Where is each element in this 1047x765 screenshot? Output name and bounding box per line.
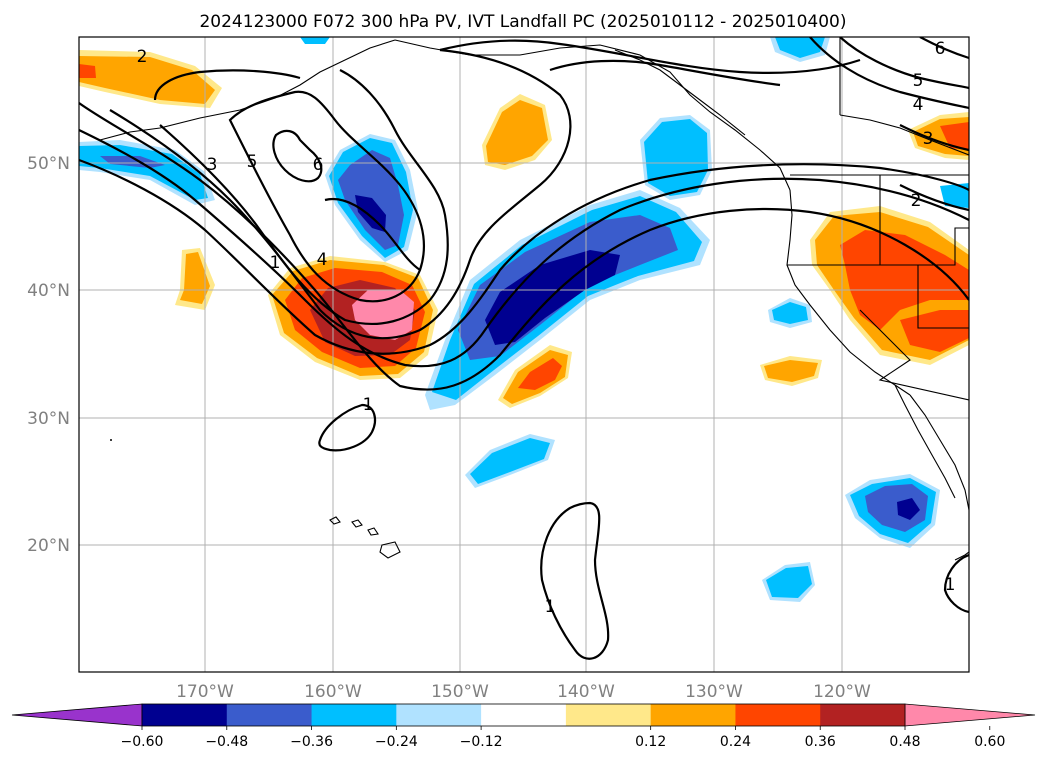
contour-label: 3 <box>923 129 934 149</box>
contour-label: 4 <box>317 250 328 270</box>
anomaly-ne-positive-inner <box>940 122 969 150</box>
anomaly-socal-positive-core <box>764 360 818 382</box>
anomaly-nw-positive-inner <box>79 64 96 78</box>
colorbar-tick-label: −0.48 <box>205 734 248 750</box>
anomaly-bc-negative-core <box>644 119 708 196</box>
anomaly-alaska-negative-core <box>775 37 825 58</box>
anomaly-main-positive-d <box>352 290 414 340</box>
anomaly-wus-positive-b <box>840 230 969 330</box>
filled-anomalies <box>79 37 969 602</box>
contour-label: 2 <box>137 47 148 67</box>
colorbar: −0.60 −0.48 −0.36 −0.24 −0.12 0.12 0.24 0.36 0.4… <box>11 703 1036 750</box>
anomaly-nw-positive-core <box>79 56 215 104</box>
colorbar-extend-max <box>904 703 1036 727</box>
colorbar-tick-label: 0.48 <box>889 734 920 750</box>
latitude-labels: 50°N 40°N 30°N 20°N <box>27 154 70 556</box>
contour-label: 6 <box>935 39 946 59</box>
colorbar-segment <box>650 704 736 726</box>
colorbar-segment <box>142 704 228 726</box>
lat-label: 50°N <box>27 154 70 174</box>
pv-contours <box>79 37 969 660</box>
colorbar-tick-label: −0.24 <box>375 734 418 750</box>
anomaly-top-small-negative <box>300 37 330 44</box>
contour-label: 4 <box>913 95 924 115</box>
anomaly-se-small-positive-b <box>518 358 562 390</box>
longitude-labels: 170°W 160°W 150°W 140°W 130°W 120°W <box>176 682 871 702</box>
colorbar-frame <box>141 703 906 727</box>
colorbar-segment <box>396 704 482 726</box>
lon-label: 140°W <box>557 682 615 702</box>
anomaly-small-positive-core <box>180 252 210 304</box>
lat-label: 20°N <box>27 536 70 556</box>
contour-labels: 2 3 5 6 1 4 1 1 1 2 3 4 5 6 <box>137 39 956 617</box>
colorbar-segment <box>820 704 906 726</box>
contour-label: 5 <box>247 152 258 172</box>
colorbar-segment <box>481 704 567 726</box>
figure-title: 2024123000 F072 300 hPa PV, IVT Landfall… <box>199 12 846 32</box>
colorbar-tick-label: 0.24 <box>720 734 751 750</box>
contour-label: 1 <box>945 575 956 595</box>
lon-label: 120°W <box>813 682 871 702</box>
lon-label: 170°W <box>176 682 234 702</box>
lon-label: 130°W <box>685 682 743 702</box>
anomaly-gulf-positive-core <box>486 100 548 165</box>
contour-label: 1 <box>363 395 374 415</box>
contour-label: 3 <box>207 155 218 175</box>
anomaly-w-negative-inner <box>100 156 165 168</box>
colorbar-tick-label: 0.36 <box>805 734 836 750</box>
anomaly-wus-positive-c <box>900 310 969 352</box>
contour-label: 2 <box>911 191 922 211</box>
contour-label: 5 <box>913 71 924 91</box>
lat-label: 30°N <box>27 409 70 429</box>
anomaly-subtrop-negative-core <box>470 438 550 484</box>
anomaly-e-small-negative <box>940 183 969 208</box>
graticule <box>79 37 969 672</box>
colorbar-tick-label: 0.60 <box>974 734 1005 750</box>
colorbar-extend-min <box>11 703 143 727</box>
map-content: 2 3 5 6 1 4 1 1 1 2 3 4 5 6 <box>79 37 969 672</box>
colorbar-tick-label: −0.12 <box>460 734 503 750</box>
lon-label: 150°W <box>431 682 489 702</box>
colorbar-segment <box>311 704 397 726</box>
contour-label: 6 <box>313 155 324 175</box>
anomaly-calif-negative-core <box>772 302 808 324</box>
colorbar-tick-label: −0.36 <box>290 734 333 750</box>
map-frame <box>78 36 970 673</box>
anomaly-mexico-negative-b <box>865 484 928 532</box>
contour-label: 1 <box>545 597 556 617</box>
contour-label: 1 <box>270 253 281 273</box>
lon-label: 160°W <box>304 682 362 702</box>
colorbar-segment <box>226 704 313 726</box>
colorbar-tick-label: 0.12 <box>635 734 666 750</box>
colorbar-tick-label: −0.60 <box>121 734 164 750</box>
anomaly-mexico-negative-c <box>897 498 920 520</box>
anomaly-tropics-negative-core <box>766 566 812 598</box>
colorbar-segment <box>565 704 652 726</box>
lat-label: 40°N <box>27 281 70 301</box>
colorbar-segment <box>735 704 821 726</box>
